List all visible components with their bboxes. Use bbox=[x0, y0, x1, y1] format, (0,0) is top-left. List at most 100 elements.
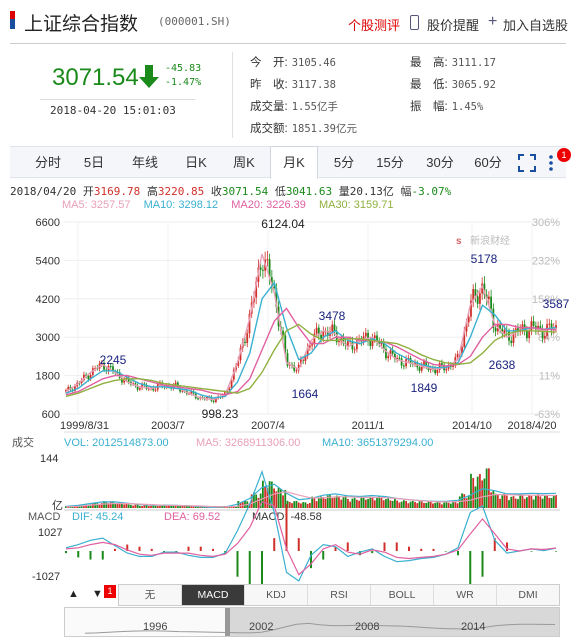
indicator-wr[interactable]: WR bbox=[434, 585, 497, 605]
add-watchlist-link[interactable]: 加入自选股 bbox=[503, 18, 569, 33]
candle-body bbox=[373, 335, 376, 339]
volume-bar bbox=[259, 493, 262, 508]
volume-label: 成交量: bbox=[250, 101, 288, 113]
volume-pane-label: 成交 bbox=[12, 435, 34, 449]
x-tick-label: 2011/1 bbox=[352, 420, 385, 432]
tab-15min[interactable]: 15分 bbox=[376, 155, 404, 170]
more-menu-icon[interactable] bbox=[548, 154, 554, 172]
candle-body bbox=[326, 331, 329, 336]
volume-bar bbox=[288, 501, 291, 508]
volume-bar bbox=[291, 503, 293, 508]
candle-body bbox=[228, 388, 231, 391]
amount-value: 1851.39亿元 bbox=[291, 123, 357, 135]
candle-body bbox=[499, 325, 501, 329]
open-row: 今 开: 3105.46 bbox=[250, 54, 336, 70]
volume-unit: 亿 bbox=[52, 499, 63, 512]
candle-body bbox=[369, 341, 372, 347]
indicator-boll[interactable]: BOLL bbox=[371, 585, 434, 605]
volume-bar bbox=[423, 502, 425, 508]
candle-body bbox=[402, 365, 405, 367]
macd-bar bbox=[432, 548, 435, 551]
change-percent: -1.47% bbox=[165, 77, 202, 88]
y-tick-label: 5400 bbox=[36, 255, 60, 267]
tab-5day[interactable]: 5日 bbox=[83, 155, 105, 170]
volume-bar bbox=[470, 473, 472, 508]
tab-monthly-k[interactable]: 月K bbox=[270, 146, 318, 179]
volume-bar bbox=[534, 495, 537, 508]
volume-bar bbox=[172, 505, 175, 508]
volume-bar bbox=[253, 492, 255, 508]
volume-bar bbox=[87, 504, 90, 508]
indicator-rsi[interactable]: RSI bbox=[308, 585, 371, 605]
candle-body bbox=[512, 332, 515, 344]
ohlc-high-label: 高 bbox=[146, 185, 158, 198]
kline-chart[interactable]: 6600 306% 5400 232% 4200 158% 3000 84% 1800 11% 60… bbox=[0, 0, 576, 584]
candle-body bbox=[147, 388, 150, 390]
indicator-kdj[interactable]: KDJ bbox=[245, 585, 308, 605]
range-navigator[interactable]: 1996 2002 2008 2014 bbox=[64, 607, 560, 637]
macd-bar bbox=[322, 551, 325, 560]
volume-bar bbox=[351, 498, 354, 508]
fullscreen-icon[interactable] bbox=[518, 154, 536, 172]
tab-5min[interactable]: 5分 bbox=[333, 155, 355, 170]
plus-icon: + bbox=[488, 13, 498, 30]
tab-intraday[interactable]: 分时 bbox=[34, 155, 61, 170]
candle-body bbox=[342, 338, 345, 344]
indicator-macd[interactable]: MACD bbox=[182, 585, 245, 605]
candle-body bbox=[136, 385, 139, 390]
volume-bar bbox=[183, 505, 186, 508]
x-tick-label: 2018/4/20 bbox=[508, 420, 557, 432]
volume-bar bbox=[342, 497, 345, 508]
scroll-down-icon[interactable]: ▼ bbox=[92, 588, 103, 600]
volume-bar bbox=[168, 505, 170, 508]
price-alert-link[interactable]: 股价提醒 bbox=[427, 18, 480, 33]
ohlc-readout: 2018/04/20 开3169.78 高3220.85 收3071.54 低3… bbox=[10, 183, 451, 199]
dif-readout: DIF: 45.24 bbox=[72, 511, 123, 523]
volume-bar bbox=[481, 480, 484, 508]
tab-daily-k[interactable]: 日K bbox=[185, 155, 207, 170]
tab-60min[interactable]: 60分 bbox=[474, 155, 502, 170]
candle-body bbox=[385, 348, 387, 359]
volume-bar bbox=[136, 504, 139, 508]
candle-body bbox=[483, 283, 486, 295]
quote-divider bbox=[40, 99, 195, 100]
volume-bar bbox=[402, 500, 405, 508]
tab-year[interactable]: 年线 bbox=[131, 155, 158, 170]
volume-bar bbox=[380, 497, 383, 508]
volume-bar bbox=[170, 505, 173, 508]
volume-bar bbox=[414, 501, 416, 508]
y-pct-tick-label: 158% bbox=[532, 294, 560, 306]
ohlc-low-label: 低 bbox=[274, 185, 286, 198]
volume-bar bbox=[364, 499, 367, 508]
low-label: 最 低: bbox=[410, 79, 448, 91]
volume-bar bbox=[188, 506, 190, 508]
candle-body bbox=[510, 340, 513, 344]
scroll-up-icon[interactable]: ▲ bbox=[68, 588, 79, 600]
volume-bar bbox=[355, 499, 358, 508]
candle-body bbox=[297, 364, 300, 371]
tab-30min[interactable]: 30分 bbox=[426, 155, 454, 170]
volume-bar bbox=[315, 501, 318, 508]
notification-badge: 1 bbox=[557, 148, 571, 162]
volume-bar bbox=[519, 495, 522, 508]
dea-readout: DEA: 69.52 bbox=[164, 511, 220, 523]
volume-bar bbox=[302, 502, 305, 508]
volume-bar bbox=[125, 503, 128, 508]
candle-body bbox=[463, 331, 466, 347]
indicator-none[interactable]: 无 bbox=[119, 585, 182, 605]
volume-bar bbox=[485, 468, 488, 508]
period-tabs: 分时 5日 年线 日K 周K 月K 5分 15分 30分 60分 bbox=[10, 146, 566, 179]
watermark: 新浪财经 bbox=[470, 234, 510, 247]
macd-bar bbox=[334, 546, 337, 551]
volume-bar bbox=[425, 502, 428, 508]
macd-bar bbox=[114, 548, 116, 551]
ma30-legend: MA30: 3159.71 bbox=[318, 199, 394, 211]
dif-line bbox=[65, 469, 557, 582]
candle-body bbox=[389, 350, 392, 357]
indicator-dmi[interactable]: DMI bbox=[518, 589, 538, 601]
macd-bar bbox=[506, 542, 508, 551]
candle-body bbox=[398, 357, 401, 359]
candle-body bbox=[80, 380, 83, 384]
tab-weekly-k[interactable]: 周K bbox=[233, 155, 255, 170]
stock-test-link[interactable]: 个股测评 bbox=[348, 18, 401, 33]
